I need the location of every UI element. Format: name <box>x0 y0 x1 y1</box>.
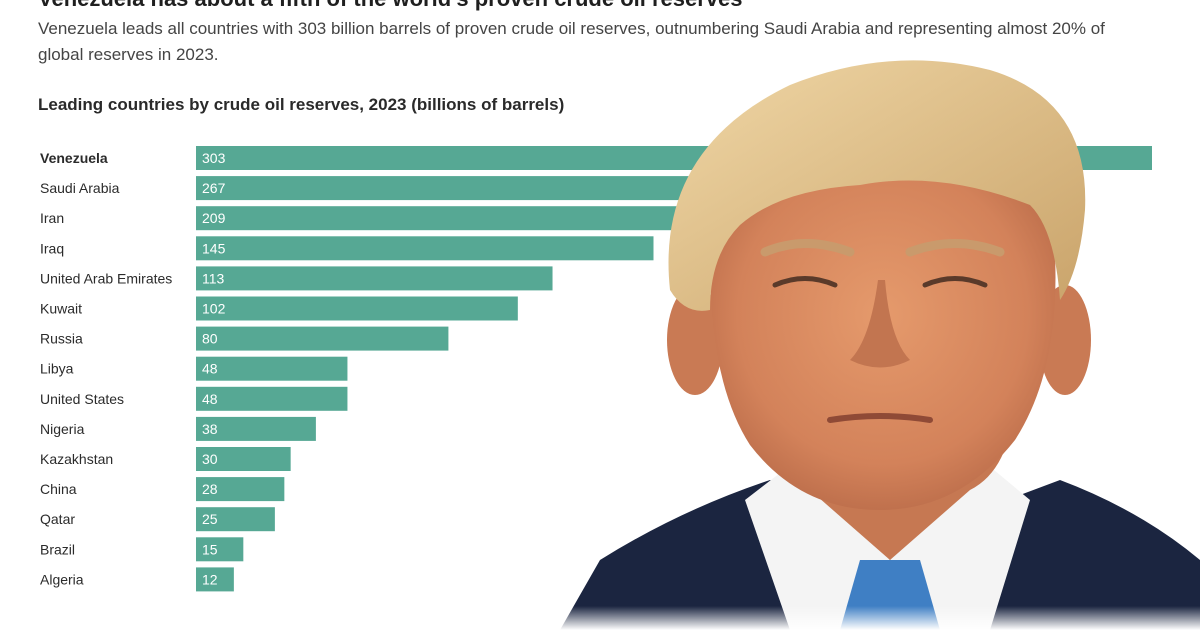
bar <box>196 356 348 381</box>
chart-title: Leading countries by crude oil reserves,… <box>38 95 565 114</box>
subtitle: Venezuela leads all countries with 303 b… <box>38 19 1105 64</box>
category-label: Algeria <box>40 571 84 587</box>
data-label: 15 <box>202 541 218 557</box>
data-label: 48 <box>202 361 218 377</box>
category-label: Nigeria <box>40 421 85 437</box>
data-label: 267 <box>202 180 226 196</box>
category-label: Libya <box>40 361 74 377</box>
data-label: 25 <box>202 511 218 527</box>
bar <box>196 146 1152 170</box>
bottom-fade <box>0 606 1200 630</box>
category-label: Kazakhstan <box>40 451 113 467</box>
category-label: Qatar <box>40 511 75 527</box>
data-label: 80 <box>202 331 218 347</box>
category-label: Brazil <box>40 541 75 557</box>
category-label: China <box>40 481 77 497</box>
bar <box>196 507 275 532</box>
category-label: Kuwait <box>40 301 82 317</box>
category-label: United Arab Emirates <box>40 270 172 286</box>
category-label: Venezuela <box>40 150 108 166</box>
data-label: 12 <box>202 571 218 587</box>
bar <box>196 296 518 321</box>
bar <box>196 326 449 351</box>
category-label: Russia <box>40 331 83 347</box>
bar <box>196 176 1039 201</box>
bar <box>196 236 654 261</box>
bar <box>196 266 553 291</box>
data-label: 48 <box>202 391 218 407</box>
category-label: Saudi Arabia <box>40 180 120 196</box>
data-label: 28 <box>202 481 218 497</box>
data-label: 38 <box>202 421 218 437</box>
bar <box>196 477 285 502</box>
bar <box>196 537 244 562</box>
data-label: 113 <box>202 270 225 286</box>
data-label: 209 <box>202 210 226 226</box>
bar <box>196 206 856 231</box>
data-label: 30 <box>202 451 218 467</box>
data-label: 145 <box>202 240 226 256</box>
bar <box>196 416 316 441</box>
bar <box>196 447 291 471</box>
category-label: United States <box>40 391 124 407</box>
bar <box>196 386 348 411</box>
data-label: 303 <box>202 150 226 166</box>
bar <box>196 567 234 592</box>
data-label: 102 <box>202 301 226 317</box>
category-label: Iran <box>40 210 64 226</box>
category-label: Iraq <box>40 240 64 256</box>
headline: Venezuela has about a fifth of the world… <box>38 0 743 12</box>
